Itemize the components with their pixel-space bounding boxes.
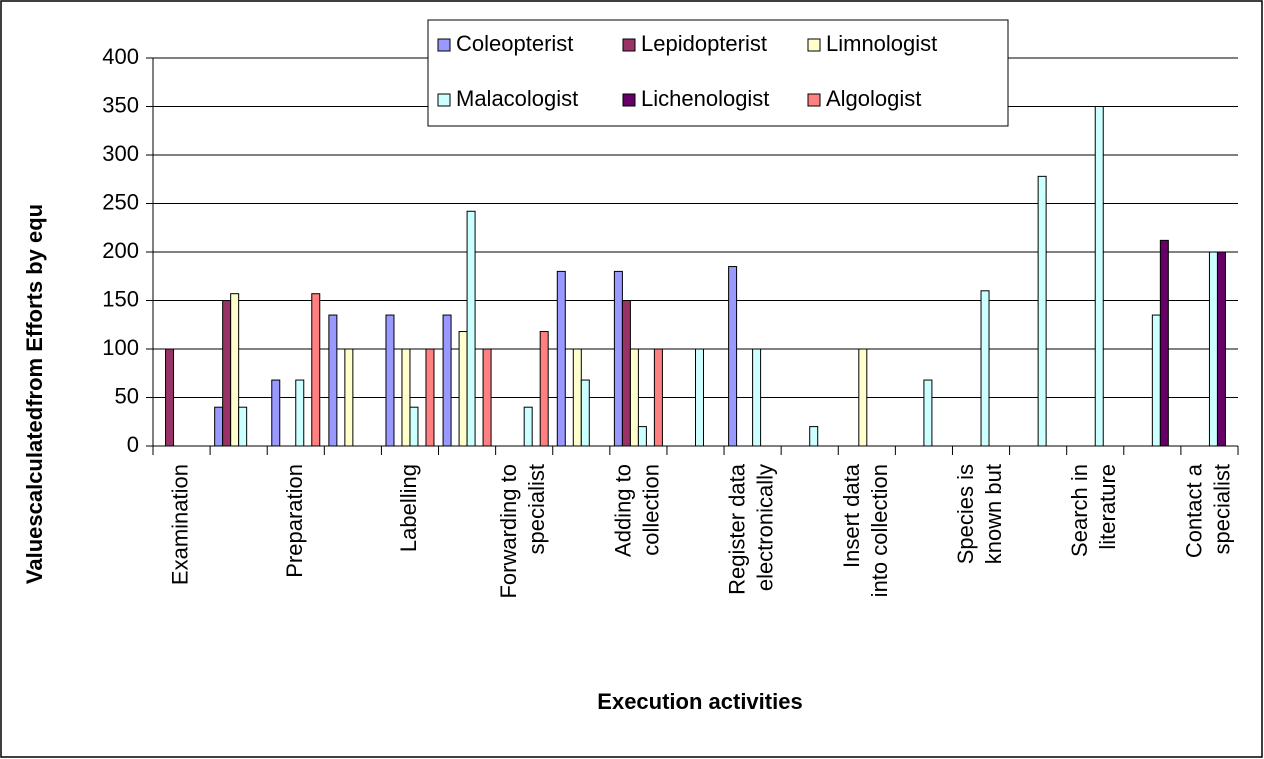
bar [401,348,411,447]
legend-label: Algologist [826,86,921,111]
bar [1094,106,1104,447]
x-tick-label: Register data electronically [724,463,777,595]
bar [482,348,492,447]
y-tick-label: 100 [102,335,139,360]
x-tick-label: Insert data into collection [839,463,892,597]
legend-label: Limnologist [826,31,937,56]
bar [653,348,663,447]
bar [295,379,305,447]
x-tick-label-line: specialist [524,464,549,554]
y-tick-label: 50 [115,383,139,408]
legend-swatch [437,93,451,107]
x-tick-label: Adding to collection [610,464,663,557]
bar [539,331,549,447]
legend-label: Malacologist [456,86,578,111]
bar [165,348,175,447]
legend-swatch [437,38,451,52]
y-tick-label: 250 [102,189,139,214]
bar [328,314,338,447]
x-tick-label: Forwarding to specialist [496,464,549,599]
x-tick-label-line: Register data [724,463,749,595]
legend-label: Lichenologist [641,86,769,111]
x-tick-label-line: Forwarding to [496,464,521,599]
legend-swatch [622,93,636,107]
y-tick-label: 0 [127,432,139,457]
bar [728,266,738,447]
legend-swatch [807,93,821,107]
bar [344,348,354,447]
y-tick-label: 150 [102,286,139,311]
x-axis-label: Execution activities [597,689,802,714]
x-tick-label-line: Preparation [282,464,307,578]
bar [425,348,435,447]
bar [1151,314,1161,447]
bar [621,300,631,447]
x-tick-label-line: into collection [867,464,892,597]
bar [311,293,321,447]
bar [222,300,232,447]
x-tick-label-line: Search in [1067,464,1092,557]
x-tick-label-line: literature [1095,464,1120,550]
y-tick-label: 300 [102,141,139,166]
bar [613,270,623,447]
x-tick-label-line: collection [638,464,663,556]
bar [629,348,639,447]
x-tick-label: Search in literature [1067,464,1120,557]
legend-box [427,19,1009,127]
bar [858,348,868,447]
y-tick-label: 200 [102,238,139,263]
y-tick-label: 350 [102,92,139,117]
x-tick-label-line: specialist [1209,464,1234,554]
legend-label: Lepidopterist [641,31,767,56]
y-axis-label: Valuescalculatedfrom Efforts by equ [22,204,47,584]
bar [523,406,533,447]
x-tick-label-line: Species is [953,464,978,564]
bar [271,379,281,447]
bar [752,348,762,447]
bar [214,406,224,447]
bar [809,426,819,447]
x-tick-label: Preparation [282,464,307,578]
x-tick-label: Contact a specialist [1181,463,1234,558]
x-tick-label: Examination [167,464,192,585]
bar [1208,251,1218,447]
y-tick-label: 400 [102,44,139,69]
x-tick-label-line: Adding to [610,464,635,557]
x-tick-label-line: known but [981,464,1006,564]
bar [442,314,452,447]
legend-label: Coleopterist [456,31,573,56]
x-tick-label-line: Insert data [839,463,864,568]
bar [572,348,582,447]
x-tick-label-line: electronically [752,464,777,591]
bar [637,426,647,447]
legend-swatch [807,38,821,52]
bar [923,379,933,447]
legend-swatch [622,38,636,52]
bar [1037,175,1047,447]
x-tick-label-line: Contact a [1181,463,1206,558]
x-tick-label-line: Examination [167,464,192,585]
x-tick-label: Species is known but [953,464,1006,564]
bar [385,314,395,447]
bar [230,293,240,447]
x-tick-label-line: Labelling [396,464,421,552]
bar [1216,251,1226,447]
bar [556,270,566,447]
bar [238,406,248,447]
bar [466,210,476,447]
bar [1159,239,1169,447]
bar [409,406,419,447]
bar [458,331,468,447]
bar [580,379,590,447]
bar [695,348,704,447]
x-tick-label: Labelling [396,464,421,552]
bar [980,290,990,447]
